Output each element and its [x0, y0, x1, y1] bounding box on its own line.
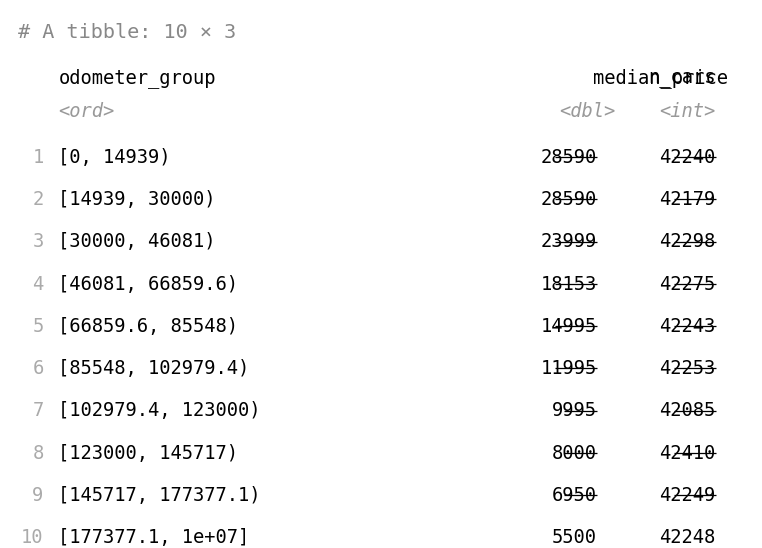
Text: 23999: 23999	[540, 232, 597, 252]
Text: [46081, 66859.6): [46081, 66859.6)	[59, 275, 239, 294]
Text: [0, 14939): [0, 14939)	[59, 148, 171, 167]
Text: [102979.4, 123000): [102979.4, 123000)	[59, 401, 261, 420]
Text: 42243: 42243	[659, 317, 716, 336]
Text: 9995: 9995	[552, 401, 597, 420]
Text: median_price: median_price	[593, 68, 728, 88]
Text: 42248: 42248	[659, 528, 716, 547]
Text: <ord>: <ord>	[59, 102, 115, 121]
Text: 1: 1	[32, 148, 43, 167]
Text: 42298: 42298	[659, 232, 716, 252]
Text: 9: 9	[32, 486, 43, 505]
Text: 42179: 42179	[659, 190, 716, 209]
Text: [123000, 145717): [123000, 145717)	[59, 444, 239, 463]
Text: [85548, 102979.4): [85548, 102979.4)	[59, 359, 250, 378]
Text: 28590: 28590	[540, 148, 597, 167]
Text: 3: 3	[32, 232, 43, 252]
Text: 10: 10	[21, 528, 43, 547]
Text: [30000, 46081): [30000, 46081)	[59, 232, 216, 252]
Text: odometer_group: odometer_group	[59, 68, 216, 88]
Text: <dbl>: <dbl>	[559, 102, 616, 121]
Text: 4: 4	[32, 275, 43, 294]
Text: 6950: 6950	[552, 486, 597, 505]
Text: 2: 2	[32, 190, 43, 209]
Text: 28590: 28590	[540, 190, 597, 209]
Text: 18153: 18153	[540, 275, 597, 294]
Text: 42410: 42410	[659, 444, 716, 463]
Text: 7: 7	[32, 401, 43, 420]
Text: 5500: 5500	[552, 528, 597, 547]
Text: 6: 6	[32, 359, 43, 378]
Text: 5: 5	[32, 317, 43, 336]
Text: 42275: 42275	[659, 275, 716, 294]
Text: # A tibble: 10 × 3: # A tibble: 10 × 3	[18, 24, 236, 42]
Text: [14939, 30000): [14939, 30000)	[59, 190, 216, 209]
Text: 42240: 42240	[659, 148, 716, 167]
Text: 11995: 11995	[540, 359, 597, 378]
Text: <int>: <int>	[659, 102, 716, 121]
Text: 42253: 42253	[659, 359, 716, 378]
Text: 8000: 8000	[552, 444, 597, 463]
Text: 8: 8	[32, 444, 43, 463]
Text: 42085: 42085	[659, 401, 716, 420]
Text: 42249: 42249	[659, 486, 716, 505]
Text: [177377.1, 1e+07]: [177377.1, 1e+07]	[59, 528, 250, 547]
Text: 14995: 14995	[540, 317, 597, 336]
Text: [66859.6, 85548): [66859.6, 85548)	[59, 317, 239, 336]
Text: [145717, 177377.1): [145717, 177377.1)	[59, 486, 261, 505]
Text: n_cars: n_cars	[648, 68, 716, 87]
